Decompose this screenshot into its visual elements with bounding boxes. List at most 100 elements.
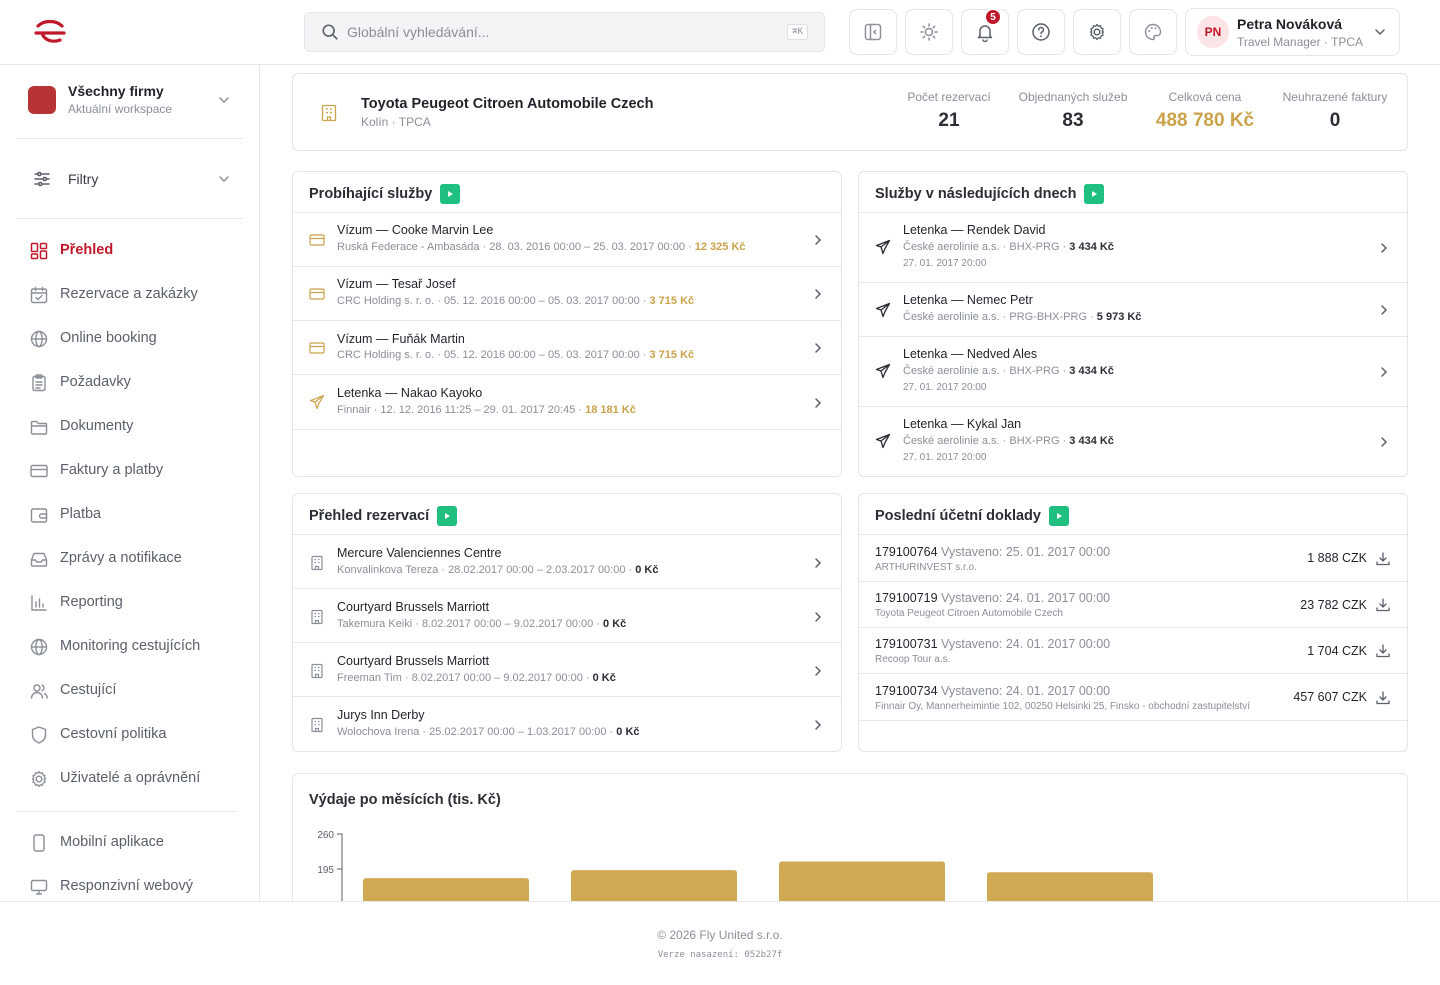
card-title-text: Probíhající služby bbox=[309, 186, 433, 202]
global-search[interactable]: ⌘K bbox=[304, 12, 825, 52]
list-item[interactable]: Vízum — Cooke Marvin Lee Ruská Federace … bbox=[293, 213, 841, 267]
plane-icon bbox=[875, 433, 891, 449]
item-price: 3 434 Kč bbox=[1069, 241, 1114, 253]
sun-icon bbox=[920, 23, 938, 41]
list-item[interactable]: Vízum — Fuňák Martin CRC Holding s. r. o… bbox=[293, 321, 841, 375]
item-price: 3 715 Kč bbox=[649, 349, 695, 361]
item-title: Mercure Valenciennes Centre bbox=[337, 546, 502, 560]
play-icon[interactable] bbox=[440, 184, 461, 204]
invoice-amount: 23 782 CZK bbox=[1300, 598, 1367, 612]
sidebar-item-pozadavky[interactable]: Požadavky bbox=[16, 361, 243, 405]
search-input[interactable] bbox=[347, 24, 767, 40]
divider bbox=[859, 212, 1407, 213]
invoice-row[interactable]: 179100719 Vystaveno: 24. 01. 2017 00:00 … bbox=[859, 582, 1407, 628]
list-item[interactable]: Jurys Inn Derby Wolochova Irena · 25.02.… bbox=[293, 697, 841, 751]
invoice-row[interactable]: 179100731 Vystaveno: 24. 01. 2017 00:00 … bbox=[859, 628, 1407, 674]
user-role: Travel Manager · TPCA bbox=[1237, 35, 1364, 49]
play-icon[interactable] bbox=[437, 506, 458, 526]
card-icon bbox=[309, 234, 325, 246]
chevron-right-icon bbox=[815, 235, 822, 245]
user-menu[interactable]: PN Petra Nováková Travel Manager · TPCA bbox=[1185, 8, 1400, 56]
calendar-check-icon bbox=[30, 286, 48, 304]
item-meta: Freeman Tim · 8.02.2017 00:00 – 9.02.201… bbox=[337, 672, 616, 684]
sidebar-item-mobilni-aplikace[interactable]: Mobilní aplikace bbox=[16, 821, 243, 865]
list-item[interactable]: Courtyard Brussels Marriott Freeman Tim … bbox=[293, 643, 841, 697]
card-title: Poslední účetní doklady bbox=[875, 506, 1069, 526]
appearance-button[interactable] bbox=[1129, 9, 1177, 55]
chevron-down-icon bbox=[1375, 29, 1385, 36]
download-icon[interactable] bbox=[1375, 690, 1391, 706]
brand-logo[interactable] bbox=[34, 18, 66, 46]
card-icon bbox=[309, 288, 325, 300]
plane-icon bbox=[875, 302, 891, 318]
item-meta-text: Konvalinkova Tereza · 28.02.2017 00:00 –… bbox=[337, 564, 636, 576]
list-item[interactable]: Mercure Valenciennes Centre Konvalinkova… bbox=[293, 535, 841, 589]
sidebar-item-prehled[interactable]: Přehled bbox=[16, 229, 243, 273]
item-meta-text: České aerolinie a.s. · BHX-PRG · bbox=[903, 435, 1070, 447]
sidebar-item-online-booking[interactable]: Online booking bbox=[16, 317, 243, 361]
user-name: Petra Nováková bbox=[1237, 16, 1343, 32]
invoice-row[interactable]: 179100734 Vystaveno: 24. 01. 2017 00:00 … bbox=[859, 674, 1407, 721]
settings-button[interactable] bbox=[1073, 9, 1121, 55]
item-meta: Wolochova Irena · 25.02.2017 00:00 – 1.0… bbox=[337, 726, 640, 738]
item-meta: Konvalinkova Tereza · 28.02.2017 00:00 –… bbox=[337, 564, 659, 576]
item-price: 0 Kč bbox=[616, 726, 640, 738]
notifications-button[interactable]: 5 bbox=[961, 8, 1009, 55]
sidebar-item-cestujici[interactable]: Cestující bbox=[16, 669, 243, 713]
sidebar-item-label: Požadavky bbox=[60, 374, 131, 390]
workspace-switcher[interactable]: Všechny firmy Aktuální workspace bbox=[16, 73, 243, 139]
company-summary-card: Toyota Peugeot Citroen Automobile Czech … bbox=[292, 73, 1408, 151]
chevron-right-icon bbox=[815, 720, 822, 730]
card-title: Probíhající služby bbox=[309, 184, 461, 204]
sidebar-item-zpravy[interactable]: Zprávy a notifikace bbox=[16, 537, 243, 581]
sidebar-item-reporting[interactable]: Reporting bbox=[16, 581, 243, 625]
filters-label: Filtry bbox=[68, 171, 99, 187]
list-item[interactable]: Letenka — Nakao Kayoko Finnair · 12. 12.… bbox=[293, 375, 841, 430]
sidebar-item-dokumenty[interactable]: Dokumenty bbox=[16, 405, 243, 449]
search-shortcut: ⌘K bbox=[787, 24, 808, 40]
filters-toggle[interactable]: Filtry bbox=[16, 139, 243, 219]
item-date: 27. 01. 2017 20:00 bbox=[903, 258, 987, 269]
sidebar-item-label: Přehled bbox=[60, 242, 114, 258]
hotel-icon bbox=[311, 555, 323, 571]
item-meta-text: České aerolinie a.s. · BHX-PRG · bbox=[903, 365, 1070, 377]
play-icon[interactable] bbox=[1084, 184, 1105, 204]
divider bbox=[293, 534, 841, 535]
sidebar-item-cestovni-politika[interactable]: Cestovní politika bbox=[16, 713, 243, 757]
item-title: Jurys Inn Derby bbox=[337, 708, 425, 722]
sidebar-item-label: Dokumenty bbox=[60, 418, 134, 434]
help-button[interactable] bbox=[1017, 9, 1065, 55]
plane-icon bbox=[875, 363, 891, 379]
sidebar-item-responzivni-web[interactable]: Responzivní webový bbox=[16, 865, 243, 901]
download-icon[interactable] bbox=[1375, 643, 1391, 659]
sidebar-item-rezervace[interactable]: Rezervace a zakázky bbox=[16, 273, 243, 317]
theme-toggle-button[interactable] bbox=[905, 9, 953, 55]
sidebar-item-faktury[interactable]: Faktury a platby bbox=[16, 449, 243, 493]
sidebar-item-uzivatele[interactable]: Uživatelé a oprávnění bbox=[16, 757, 243, 801]
sidebar-item-label: Faktury a platby bbox=[60, 462, 164, 478]
list-item[interactable]: Courtyard Brussels Marriott Takemura Kei… bbox=[293, 589, 841, 643]
list-item[interactable]: Letenka — Nemec Petr České aerolinie a.s… bbox=[859, 283, 1407, 337]
item-title: Courtyard Brussels Marriott bbox=[337, 654, 490, 668]
sidebar-item-monitoring[interactable]: Monitoring cestujících bbox=[16, 625, 243, 669]
users-icon bbox=[30, 684, 48, 699]
item-meta: České aerolinie a.s. · PRG-BHX-PRG · 5 9… bbox=[903, 311, 1141, 323]
download-icon[interactable] bbox=[1375, 551, 1391, 567]
list-item[interactable]: Letenka — Rendek David České aerolinie a… bbox=[859, 213, 1407, 283]
item-meta: České aerolinie a.s. · BHX-PRG · 3 434 K… bbox=[903, 241, 1114, 253]
list-item[interactable]: Letenka — Kykal Jan České aerolinie a.s.… bbox=[859, 407, 1407, 476]
secondary-nav: Mobilní aplikace Responzivní webový bbox=[16, 821, 243, 901]
toggle-sidebar-button[interactable] bbox=[849, 9, 897, 55]
invoice-issued: Vystaveno: 24. 01. 2017 00:00 bbox=[941, 684, 1111, 698]
list-item[interactable]: Letenka — Nedved Ales České aerolinie a.… bbox=[859, 337, 1407, 407]
invoice-company: ARTHURINVEST s.r.o. bbox=[875, 562, 977, 573]
sidebar-item-label: Responzivní webový bbox=[60, 878, 193, 894]
download-icon[interactable] bbox=[1375, 597, 1391, 613]
list-item[interactable]: Vízum — Tesař Josef CRC Holding s. r. o.… bbox=[293, 267, 841, 321]
play-icon[interactable] bbox=[1048, 506, 1069, 526]
invoice-row[interactable]: 179100764 Vystaveno: 25. 01. 2017 00:00 … bbox=[859, 535, 1407, 582]
gear-icon bbox=[1089, 23, 1105, 41]
chart-title: Výdaje po měsících (tis. Kč) bbox=[309, 792, 501, 808]
sidebar-item-platba[interactable]: Platba bbox=[16, 493, 243, 537]
invoice-company: Toyota Peugeot Citroen Automobile Czech bbox=[875, 608, 1063, 619]
